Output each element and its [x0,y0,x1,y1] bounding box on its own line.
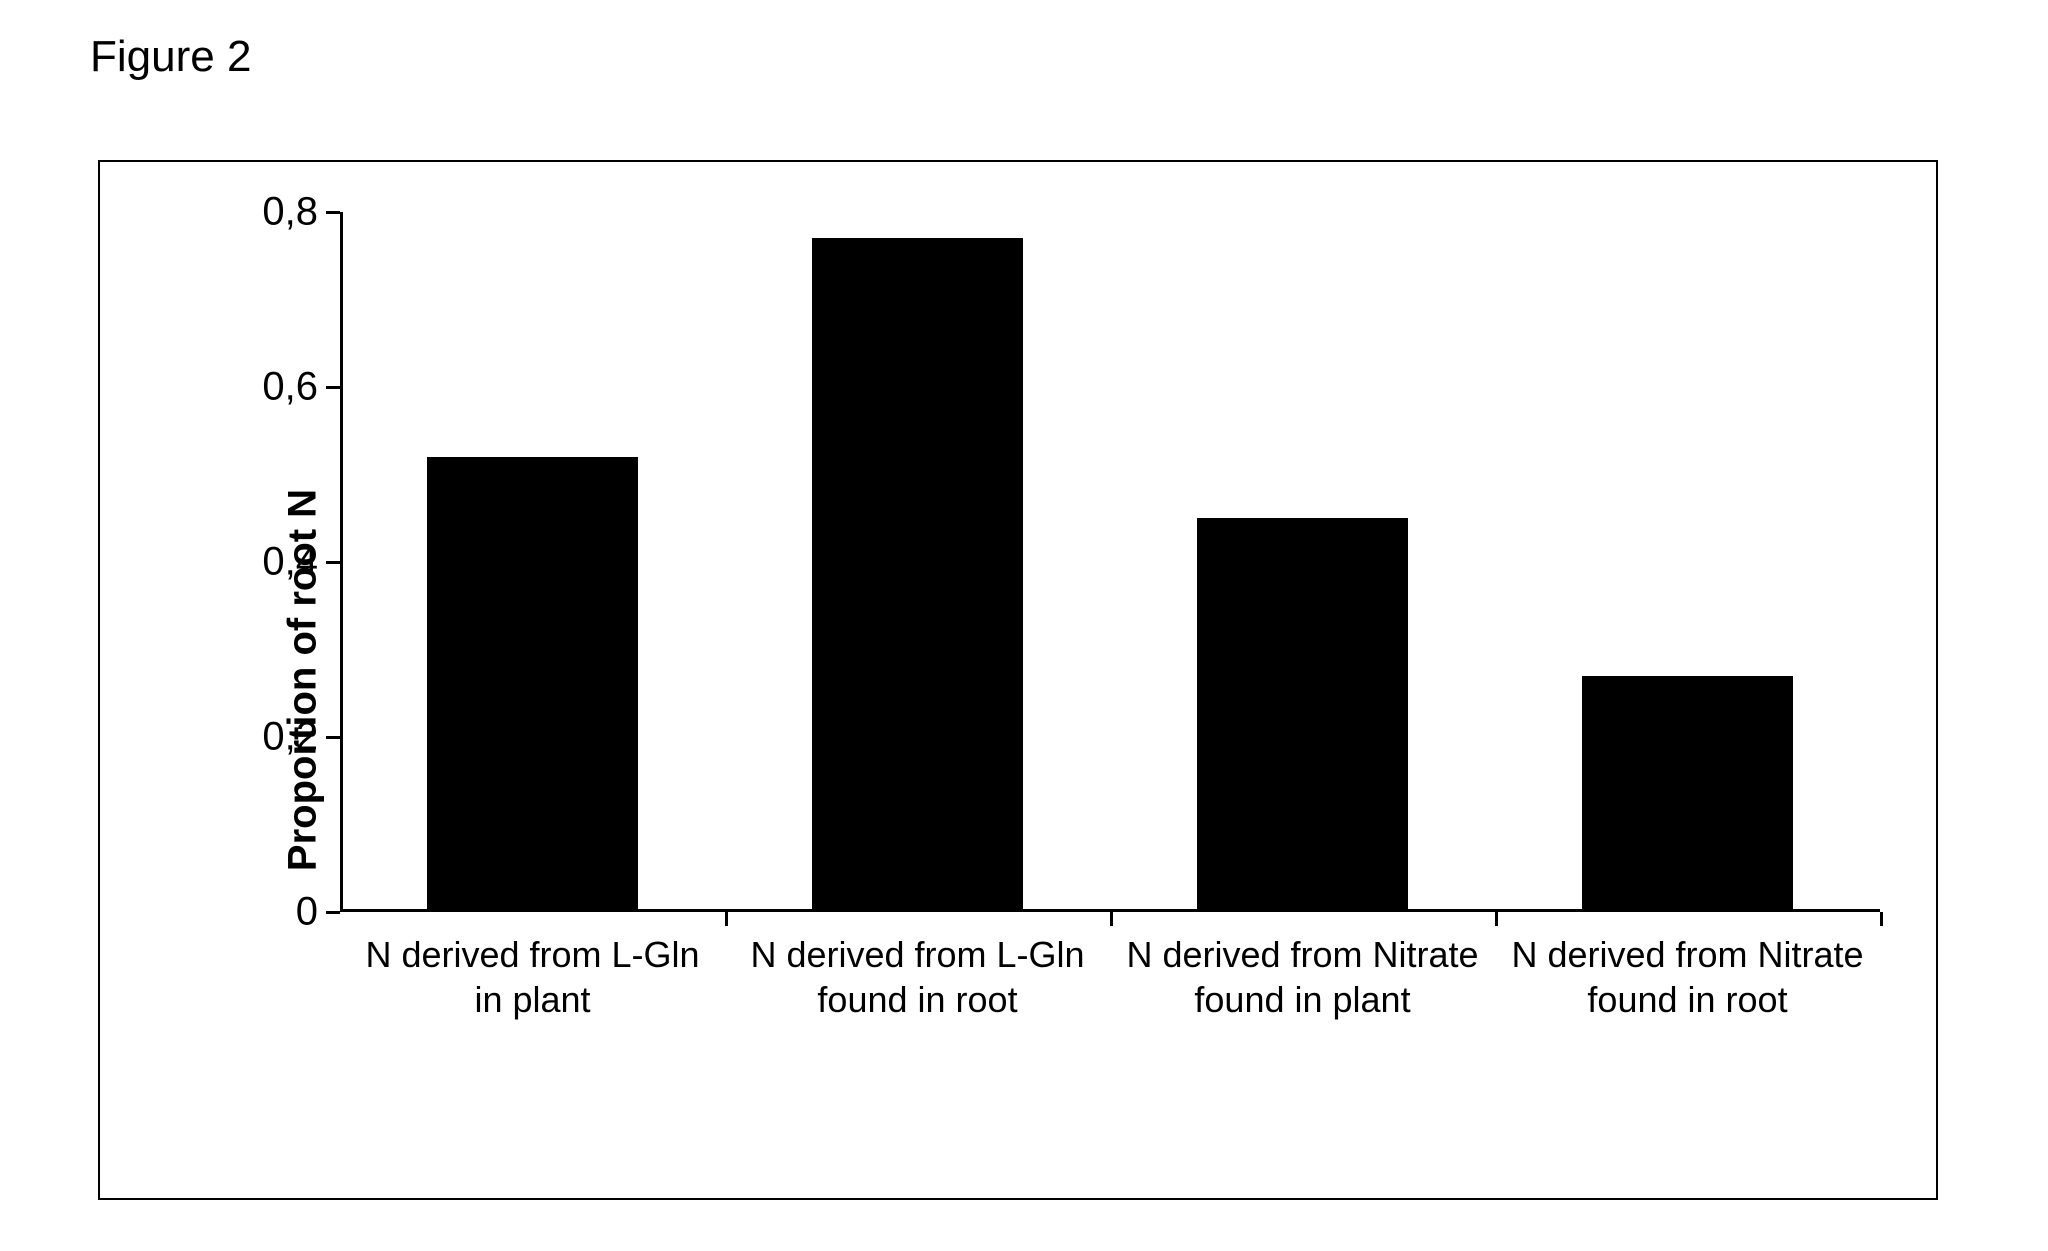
y-tick [326,386,340,389]
y-tick [326,561,340,564]
y-tick [326,211,340,214]
x-tick-label: N derived from L-Gln found in root [735,932,1101,1022]
bar [1197,518,1409,912]
bar [812,238,1024,912]
x-tick-label: N derived from Nitrate found in root [1505,932,1871,1022]
y-tick-label: 0,2 [262,715,318,760]
plot-area: 00,20,40,60,8 [340,212,1880,912]
y-tick-label: 0 [296,890,318,935]
y-tick [326,911,340,914]
y-tick-label: 0,6 [262,365,318,410]
y-tick [326,736,340,739]
figure-label: Figure 2 [90,32,251,82]
chart-frame: Proportion of root N 00,20,40,60,8 N der… [98,160,1938,1200]
y-axis [340,212,343,912]
x-tick-label: N derived from L-Gln in plant [350,932,716,1022]
x-tick [1110,912,1113,926]
bar [1582,676,1794,912]
y-tick-label: 0,8 [262,190,318,235]
page: Figure 2 Proportion of root N 00,20,40,6… [0,0,2048,1251]
x-tick [1880,912,1883,926]
x-tick [1495,912,1498,926]
bar [427,457,639,912]
x-tick [725,912,728,926]
y-tick-label: 0,4 [262,540,318,585]
x-tick-label: N derived from Nitrate found in plant [1120,932,1486,1022]
